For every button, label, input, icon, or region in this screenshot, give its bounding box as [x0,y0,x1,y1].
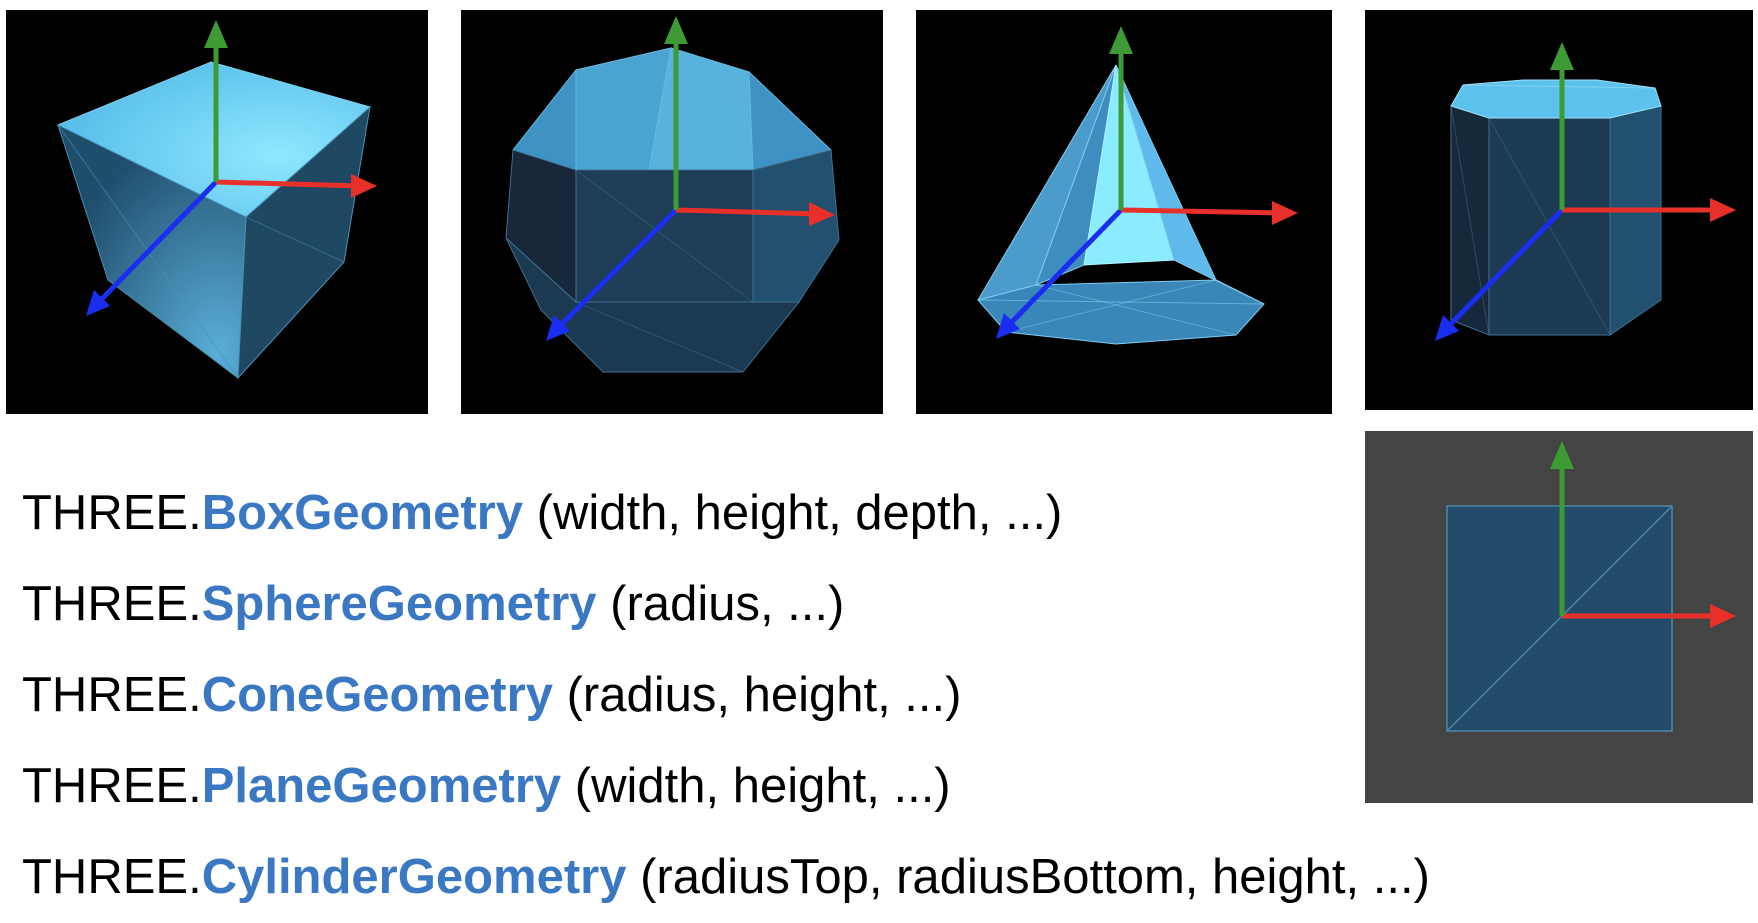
api-line-sphere: THREE.SphereGeometry (radius, ...) [22,559,1430,650]
api-line-plane: THREE.PlaneGeometry (width, height, ...) [22,741,1430,832]
sphere-geometry-panel [461,10,883,414]
cone-geometry-render [976,26,1298,345]
api-params: (width, height, ...) [561,759,951,813]
api-line-cylinder: THREE.CylinderGeometry (radiusTop, radiu… [22,832,1430,923]
axes-icon [1435,42,1736,341]
api-params: (radius, height, ...) [552,668,962,722]
plane-geometry-panel [1365,431,1753,803]
api-prefix: THREE. [22,759,202,813]
cone-geometry-panel [916,10,1332,414]
api-prefix: THREE. [22,486,202,540]
cone-base-face [977,279,1265,345]
api-params: (radius, ...) [596,577,845,631]
sphere-geometry-render [505,16,840,373]
api-line-box: THREE.BoxGeometry (width, height, depth,… [22,468,1430,559]
api-prefix: THREE. [22,577,202,631]
plane-geometry-render [1446,441,1736,732]
api-params: (radiusTop, radiusBottom, height, ...) [626,850,1430,904]
api-class-name: SphereGeometry [201,577,597,631]
api-class-name: ConeGeometry [201,668,553,722]
axes-icon [996,26,1298,339]
axes-icon [86,20,377,316]
axes-icon [1550,441,1736,628]
cylinder-side-right [1609,105,1662,336]
api-class-name: PlaneGeometry [201,759,562,813]
cylinder-geometry-render [1435,42,1736,341]
axes-icon [546,16,835,341]
api-class-name: BoxGeometry [201,486,524,540]
cylinder-geometry-panel [1365,10,1753,410]
api-class-name: CylinderGeometry [201,850,627,904]
api-prefix: THREE. [22,668,202,722]
api-prefix: THREE. [22,850,202,904]
geometry-api-list: THREE.BoxGeometry (width, height, depth,… [22,468,1430,923]
api-params: (width, height, depth, ...) [523,486,1063,540]
api-line-cone: THREE.ConeGeometry (radius, height, ...) [22,650,1430,741]
box-geometry-render [56,20,377,380]
box-geometry-panel [6,10,428,414]
